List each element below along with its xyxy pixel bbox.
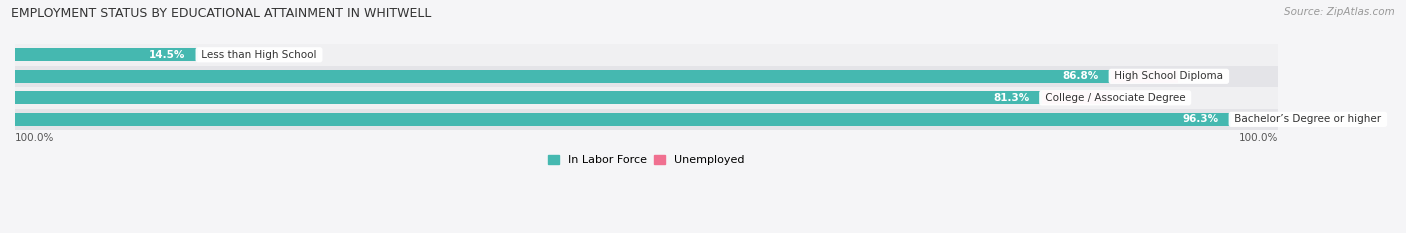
Text: High School Diploma: High School Diploma: [1111, 71, 1226, 81]
Text: Source: ZipAtlas.com: Source: ZipAtlas.com: [1284, 7, 1395, 17]
Text: 0.0%: 0.0%: [211, 50, 238, 60]
Text: 5.3%: 5.3%: [1191, 71, 1218, 81]
Bar: [15, 65, 1278, 87]
Text: 81.3%: 81.3%: [993, 93, 1029, 103]
Legend: In Labor Force, Unemployed: In Labor Force, Unemployed: [548, 155, 745, 165]
Text: 5.4%: 5.4%: [1122, 93, 1149, 103]
Bar: [15, 113, 1232, 126]
Text: 96.3%: 96.3%: [1182, 114, 1219, 124]
Text: Bachelor’s Degree or higher: Bachelor’s Degree or higher: [1232, 114, 1385, 124]
Bar: [15, 91, 1042, 104]
Text: 0.0%: 0.0%: [1244, 114, 1270, 124]
Text: 14.5%: 14.5%: [149, 50, 186, 60]
Text: 86.8%: 86.8%: [1063, 71, 1098, 81]
Text: 100.0%: 100.0%: [1239, 133, 1278, 143]
Text: 100.0%: 100.0%: [15, 133, 55, 143]
Bar: [1042, 91, 1109, 104]
Text: EMPLOYMENT STATUS BY EDUCATIONAL ATTAINMENT IN WHITWELL: EMPLOYMENT STATUS BY EDUCATIONAL ATTAINM…: [11, 7, 432, 20]
Bar: [15, 109, 1278, 130]
Bar: [1111, 70, 1178, 83]
Bar: [15, 70, 1111, 83]
Bar: [15, 48, 198, 61]
Text: College / Associate Degree: College / Associate Degree: [1042, 93, 1188, 103]
Text: Less than High School: Less than High School: [198, 50, 321, 60]
Bar: [15, 87, 1278, 109]
Bar: [15, 44, 1278, 65]
